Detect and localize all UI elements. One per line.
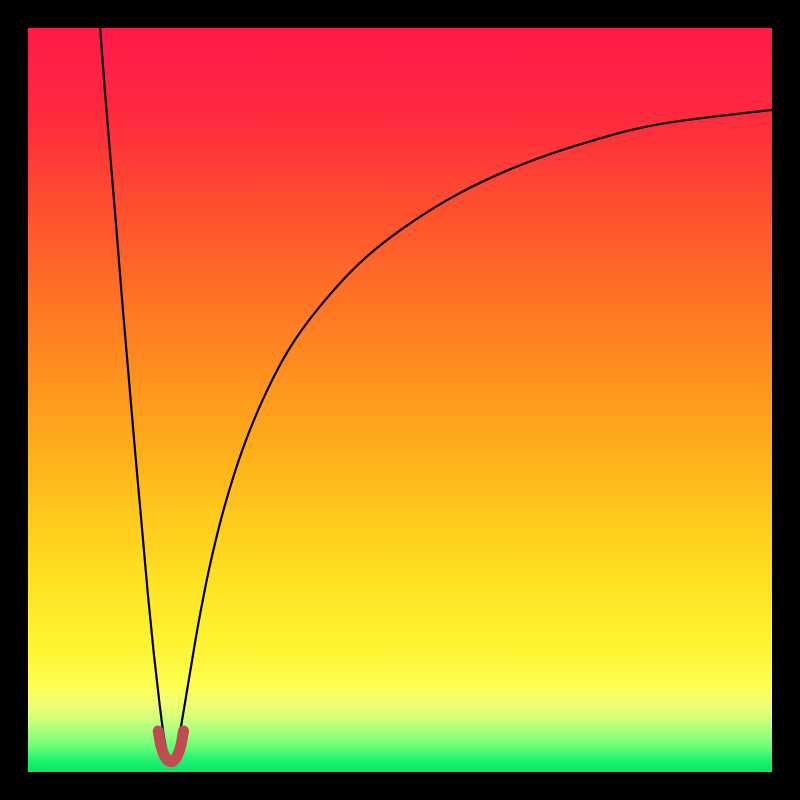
gradient-background: [28, 28, 772, 772]
chart-stage: TheBottleneck.com: [0, 0, 800, 800]
plot-area: [28, 28, 772, 772]
frame-left: [0, 0, 28, 800]
chart-svg: [28, 28, 772, 772]
frame-right: [772, 0, 800, 800]
frame-bottom: [0, 772, 800, 800]
frame-top: [0, 0, 800, 28]
